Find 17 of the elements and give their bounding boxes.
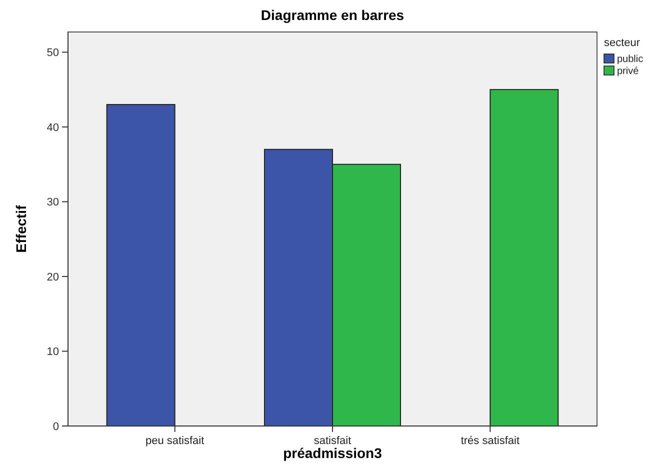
- y-tick-label: 20: [46, 271, 59, 284]
- legend-label: public: [617, 54, 644, 65]
- x-tick-label: trés satisfait: [460, 435, 520, 447]
- y-axis-title: Effectif: [13, 204, 29, 253]
- chart-title: Diagramme en barres: [260, 7, 404, 23]
- y-tick-label: 30: [46, 196, 59, 209]
- x-tick-label: peu satisfait: [145, 435, 204, 447]
- bar: [106, 104, 176, 426]
- y-tick-label: 40: [46, 122, 59, 134]
- y-tick-label: 10: [46, 346, 59, 358]
- legend-label: privé: [617, 66, 640, 77]
- y-tick-label: 0: [52, 420, 59, 433]
- x-axis-title: préadmission3: [283, 445, 382, 461]
- x-tick-label: satisfait: [314, 435, 352, 447]
- bar: [490, 89, 559, 426]
- legend-title: secteur: [604, 37, 640, 49]
- y-tick-label: 50: [46, 47, 59, 60]
